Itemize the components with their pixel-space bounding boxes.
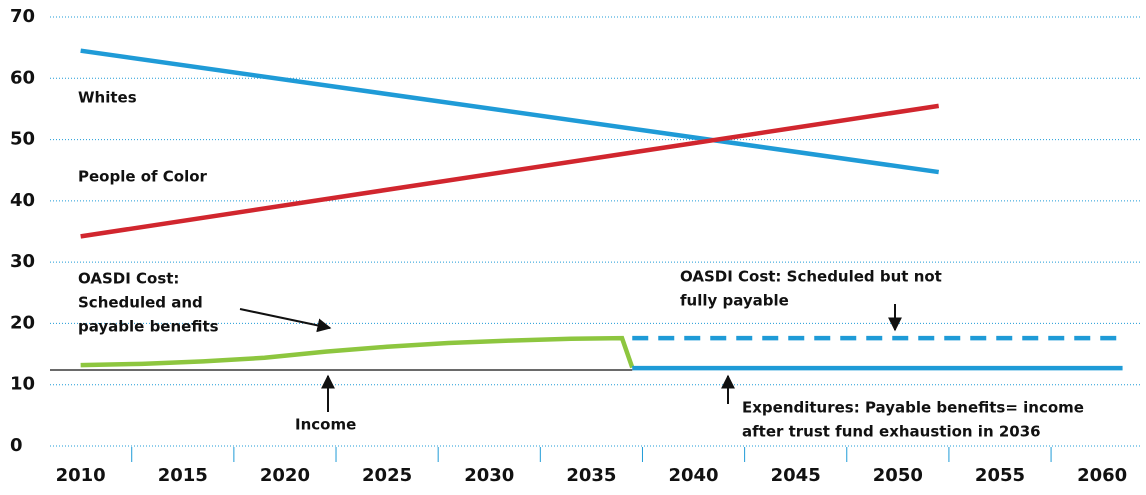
x-tick-label: 2035 xyxy=(566,465,616,486)
annotation: Scheduled and xyxy=(78,294,203,312)
annotation: OASDI Cost: xyxy=(78,270,179,288)
x-tick-label: 2025 xyxy=(362,465,412,486)
arrow xyxy=(239,308,332,333)
annotation: Expenditures: Payable benefits= income xyxy=(742,399,1084,417)
y-tick-label: 70 xyxy=(10,6,35,27)
y-tick-label: 20 xyxy=(10,312,35,333)
y-tick-label: 30 xyxy=(10,251,35,272)
y-tick-label: 40 xyxy=(10,190,35,211)
line-series xyxy=(80,335,635,369)
line-series xyxy=(80,48,940,175)
y-tick-label: 50 xyxy=(10,129,35,150)
annotation: People of Color xyxy=(78,168,208,186)
annotation: Whites xyxy=(78,89,137,107)
annotation: fully payable xyxy=(680,292,789,310)
annotation: OASDI Cost: Scheduled but not xyxy=(680,268,942,286)
annotation: Income xyxy=(295,416,356,434)
x-tick-label: 2030 xyxy=(464,465,514,486)
y-tick-label: 60 xyxy=(10,67,35,88)
y-tick-label: 10 xyxy=(10,374,35,395)
x-tick-label: 2010 xyxy=(56,465,106,486)
y-tick-label: 0 xyxy=(10,435,23,456)
x-tick-label: 2020 xyxy=(260,465,310,486)
annotation: payable benefits xyxy=(78,318,219,336)
arrows xyxy=(239,304,902,412)
x-tick-label: 2040 xyxy=(668,465,718,486)
line-series xyxy=(80,103,940,239)
x-tick-label: 2060 xyxy=(1077,465,1127,486)
x-tick-label: 2015 xyxy=(158,465,208,486)
x-tick-label: 2045 xyxy=(771,465,821,486)
x-tick-label: 2050 xyxy=(873,465,923,486)
annotation: after trust fund exhaustion in 2036 xyxy=(742,423,1041,441)
x-tick-label: 2055 xyxy=(975,465,1025,486)
